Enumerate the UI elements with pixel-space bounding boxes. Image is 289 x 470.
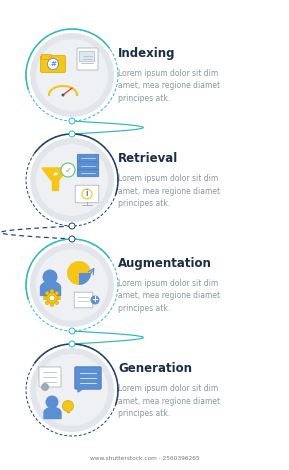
- FancyBboxPatch shape: [40, 55, 66, 72]
- Text: Generation: Generation: [118, 361, 192, 375]
- Circle shape: [57, 296, 61, 300]
- Circle shape: [55, 291, 59, 295]
- FancyBboxPatch shape: [77, 169, 99, 177]
- Circle shape: [36, 144, 108, 216]
- Text: Indexing: Indexing: [118, 47, 175, 60]
- Text: Lorem ipsum dolor sit dim
amet, mea regione diamet
principes atk.: Lorem ipsum dolor sit dim amet, mea regi…: [118, 384, 220, 418]
- Text: Lorem ipsum dolor sit dim
amet, mea regione diamet
principes atk.: Lorem ipsum dolor sit dim amet, mea regi…: [118, 279, 220, 313]
- Circle shape: [36, 249, 108, 321]
- Circle shape: [41, 383, 49, 391]
- Text: Augmentation: Augmentation: [118, 257, 212, 269]
- Circle shape: [47, 58, 58, 70]
- Text: i: i: [86, 189, 88, 198]
- Circle shape: [69, 131, 75, 137]
- Text: #: #: [52, 172, 58, 177]
- Circle shape: [69, 341, 75, 347]
- Circle shape: [69, 223, 75, 229]
- Polygon shape: [42, 168, 68, 180]
- Circle shape: [36, 39, 108, 111]
- Circle shape: [69, 328, 75, 334]
- Polygon shape: [52, 180, 58, 190]
- Circle shape: [62, 94, 64, 96]
- FancyBboxPatch shape: [42, 55, 51, 60]
- FancyBboxPatch shape: [75, 185, 99, 203]
- FancyBboxPatch shape: [77, 48, 98, 70]
- FancyBboxPatch shape: [74, 292, 93, 308]
- FancyBboxPatch shape: [77, 154, 99, 162]
- Circle shape: [90, 296, 99, 305]
- Text: +: +: [92, 296, 99, 305]
- Text: Lorem ipsum dolor sit dim
amet, mea regione diamet
principes atk.: Lorem ipsum dolor sit dim amet, mea regi…: [118, 69, 220, 103]
- Circle shape: [30, 33, 114, 117]
- Circle shape: [69, 236, 75, 242]
- Wedge shape: [67, 261, 91, 285]
- FancyBboxPatch shape: [75, 367, 101, 389]
- Circle shape: [30, 348, 114, 432]
- Text: #: #: [50, 61, 56, 67]
- Circle shape: [36, 354, 108, 426]
- Circle shape: [45, 301, 49, 305]
- Circle shape: [50, 303, 54, 306]
- Circle shape: [30, 243, 114, 327]
- Text: www.shutterstock.com · 2560396265: www.shutterstock.com · 2560396265: [90, 455, 199, 461]
- Circle shape: [45, 395, 58, 408]
- Text: Retrieval: Retrieval: [118, 151, 178, 164]
- Circle shape: [61, 163, 75, 177]
- Circle shape: [42, 269, 58, 284]
- Circle shape: [47, 292, 58, 304]
- Circle shape: [43, 296, 47, 300]
- Circle shape: [45, 291, 49, 295]
- FancyBboxPatch shape: [79, 51, 95, 62]
- Circle shape: [69, 118, 75, 124]
- Circle shape: [62, 400, 73, 412]
- Circle shape: [82, 189, 92, 199]
- Circle shape: [49, 295, 55, 301]
- FancyBboxPatch shape: [77, 162, 99, 169]
- Circle shape: [55, 301, 59, 305]
- Polygon shape: [78, 388, 84, 392]
- Text: Lorem ipsum dolor sit dim
amet, mea regione diamet
principes atk.: Lorem ipsum dolor sit dim amet, mea regi…: [118, 174, 220, 208]
- Circle shape: [30, 138, 114, 222]
- FancyBboxPatch shape: [39, 367, 61, 387]
- Text: ✓: ✓: [64, 165, 71, 174]
- Circle shape: [50, 290, 54, 293]
- Wedge shape: [79, 273, 91, 285]
